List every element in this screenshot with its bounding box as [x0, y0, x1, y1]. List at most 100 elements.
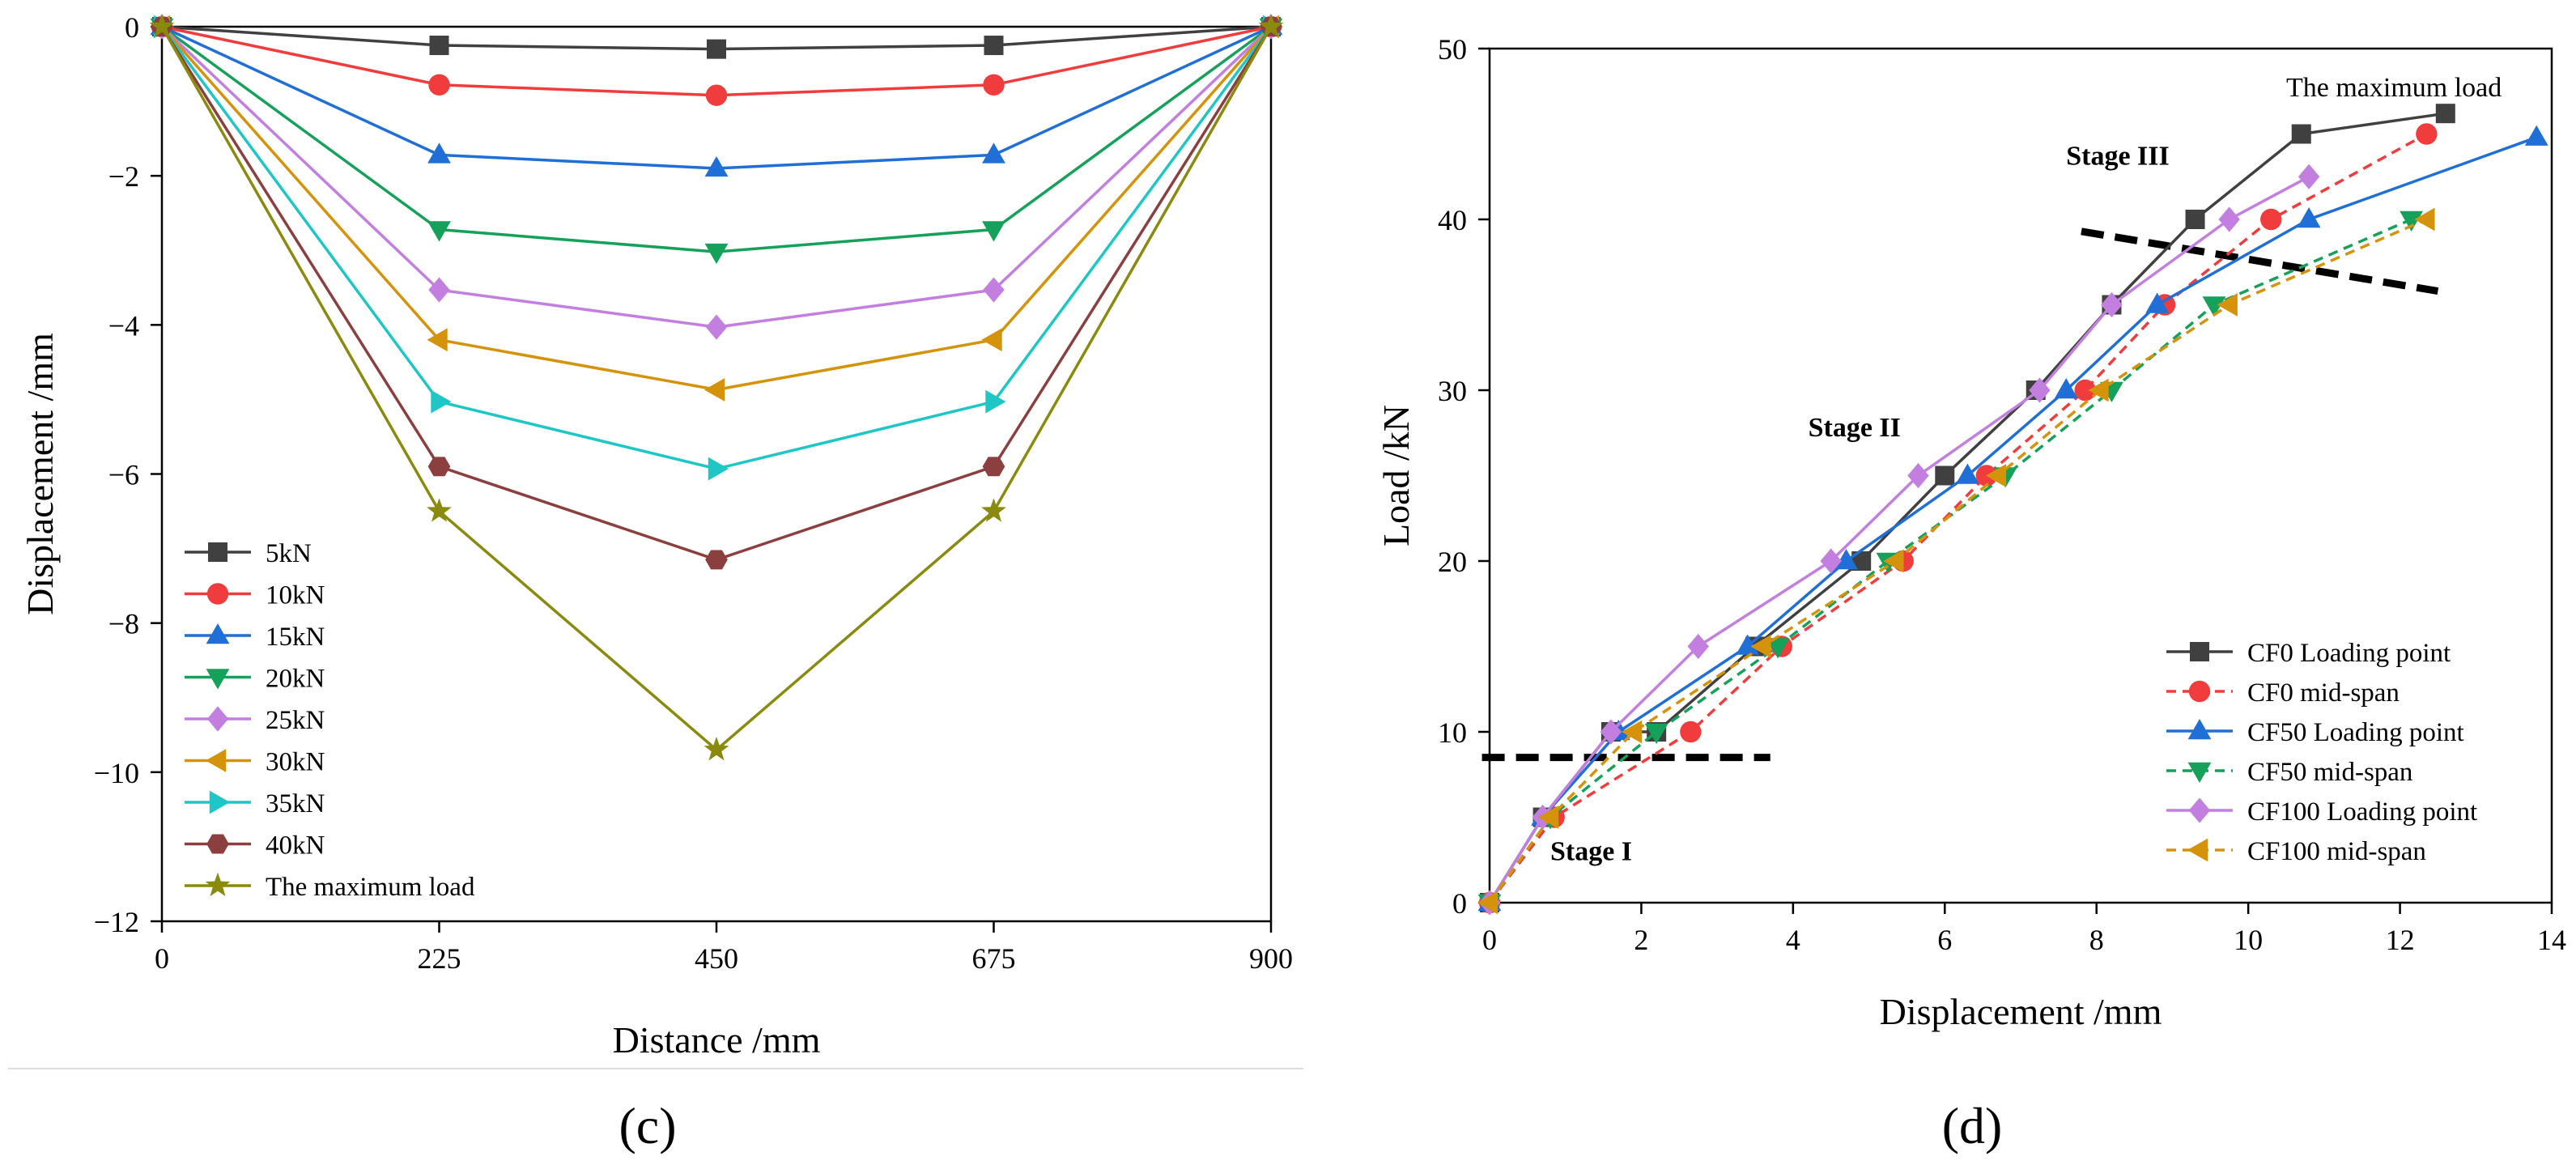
chart-d-ytick-label: 50	[1438, 33, 1467, 66]
legend-marker-cf0-mid-span	[2188, 680, 2211, 703]
legend-label-cf50-loading-point: CF50 Loading point	[2247, 718, 2464, 747]
chart-c-point-30kn	[981, 328, 1002, 352]
chart-d-point-cf50-mid-span	[1766, 638, 1790, 659]
chart-c-point-15kn	[982, 142, 1005, 164]
chart-d-point-cf0-mid-span	[2074, 379, 2096, 402]
chart-c-xlabel: Distance /mm	[613, 1019, 821, 1061]
legend-label-cf0-loading-point: CF0 Loading point	[2247, 639, 2451, 668]
legend-marker-cf100-mid-span	[2187, 838, 2208, 862]
chart-c-point-35kn	[431, 389, 452, 414]
legend-label-10kn: 10kN	[266, 581, 325, 610]
chart-c-ytick-label: −8	[108, 608, 139, 640]
chart-d-point-cf50-loading-point	[2054, 378, 2078, 399]
legend-label-15kn: 15kN	[266, 623, 325, 652]
legend-marker-5kn	[208, 542, 227, 562]
chart-d-point-cf0-loading-point	[2291, 124, 2311, 144]
chart-d-xlabel: Displacement /mm	[1880, 991, 2162, 1032]
legend-label-30kn: 30kN	[266, 748, 325, 777]
chart-d-ytick-label: 0	[1452, 887, 1467, 920]
annotation-the-maximum-load: The maximum load	[2286, 73, 2502, 103]
chart-c-ytick-label: −6	[108, 459, 139, 491]
legend-marker-cf50-mid-span	[2187, 762, 2212, 783]
chart-d-point-cf100-loading-point	[1907, 462, 1929, 489]
chart-d-point-cf50-mid-span	[2400, 210, 2424, 232]
legend-label-cf0-mid-span: CF0 mid-span	[2247, 678, 2400, 708]
chart-c: 0 225 450 675 900 0 −2 −4 −6 −8 −10 −12 Distance /mm…	[19, 11, 1293, 1061]
chart-d-point-cf50-mid-span	[1644, 723, 1668, 744]
chart-d-ytick-label: 40	[1438, 204, 1467, 236]
panel-c-label: (c)	[618, 1097, 676, 1154]
chart-d-point-cf50-mid-span	[2202, 296, 2226, 317]
chart-d-point-cf50-loading-point	[2145, 292, 2170, 313]
legend-marker-10kn	[206, 583, 229, 605]
chart-d-point-cf100-mid-span	[1883, 549, 1904, 573]
chart-d-point-cf100-mid-span	[2414, 207, 2435, 232]
chart-c-point-35kn	[708, 457, 729, 481]
chart-d-ytick-label: 10	[1438, 716, 1467, 749]
chart-c-series-the-maximum-load	[149, 13, 1284, 761]
legend-marker-25kn	[206, 706, 229, 732]
chart-c-point-the-maximum-load	[149, 13, 175, 38]
stage-divider-line	[2081, 227, 2439, 295]
chart-d-point-cf0-loading-point	[2185, 210, 2205, 229]
chart-c-ytick-label: −2	[108, 160, 139, 193]
chart-d-series-cf100-mid-span	[1477, 207, 2435, 915]
legend-label-cf100-loading-point: CF100 Loading point	[2247, 797, 2477, 827]
chart-c-point-20kn	[982, 221, 1005, 242]
chart-c-ylabel: Displacement /mm	[19, 333, 61, 615]
chart-d-legend: CF0 Loading point CF0 mid-span CF50 Loadin…	[2166, 639, 2477, 866]
chart-c-point-the-maximum-load	[1258, 13, 1284, 38]
chart-d-point-cf50-loading-point	[2297, 207, 2321, 228]
chart-d-point-cf100-loading-point	[1687, 633, 1709, 660]
chart-c-xtick-label: 0	[155, 942, 169, 975]
legend-marker-40kn	[206, 834, 229, 854]
legend-marker-the-maximum-load	[205, 872, 231, 897]
chart-c-ytick-label: 0	[125, 11, 139, 44]
legend-marker-35kn	[209, 790, 230, 814]
chart-c-point-5kn	[429, 36, 449, 56]
chart-d-point-cf0-mid-span	[2260, 208, 2282, 231]
chart-d: 0 2 4 6 8 10 12 14 0 10 20 30 40 50 Displacement /mm Lo…	[1375, 33, 2566, 1032]
chart-d-point-cf100-loading-point	[2298, 164, 2320, 189]
chart-c-xtick-label: 900	[1249, 942, 1293, 975]
panel-d-label: (d)	[1942, 1097, 2003, 1154]
chart-d-point-cf100-mid-span	[1750, 635, 1771, 658]
chart-d-point-cf0-mid-span	[2416, 123, 2438, 145]
chart-d-point-cf100-mid-span	[1477, 891, 1498, 915]
chart-c-point-25kn	[983, 277, 1005, 303]
legend-marker-30kn	[206, 749, 227, 772]
chart-d-xtick-label: 14	[2537, 924, 2566, 956]
chart-d-point-cf100-mid-span	[2088, 378, 2109, 402]
chart-d-point-cf0-loading-point	[1935, 465, 1955, 486]
chart-d-line-cf50-loading-point	[1488, 136, 2537, 903]
chart-c-point-the-maximum-load	[704, 737, 729, 761]
legend-label-25kn: 25kN	[266, 706, 325, 735]
chart-d-xtick-label: 6	[1937, 924, 1952, 956]
chart-c-point-40kn	[982, 457, 1005, 477]
chart-d-plot-frame	[1488, 47, 2553, 904]
chart-c-point-40kn	[705, 550, 728, 570]
chart-d-point-cf50-loading-point	[1834, 549, 1858, 570]
chart-d-ytick-label: 20	[1438, 546, 1467, 578]
legend-label-35kn: 35kN	[266, 789, 325, 818]
legend-label-the-maximum-load: The maximum load	[266, 873, 475, 902]
chart-d-xtick-label: 2	[1634, 924, 1648, 956]
chart-d-line-cf50-mid-span	[1488, 218, 2412, 904]
legend-marker-20kn	[206, 669, 230, 690]
chart-d-point-cf100-loading-point	[1820, 548, 1842, 574]
chart-d-xtick-label: 10	[2234, 924, 2263, 956]
chart-c-point-10kn	[705, 84, 728, 106]
chart-d-point-cf50-loading-point	[2524, 125, 2548, 146]
chart-d-point-cf100-loading-point	[2218, 206, 2240, 232]
annotation-stage-iii: Stage III	[2066, 141, 2170, 171]
chart-c-legend: 5kN 10kN 15kN 20kN 25kN 30kN 35kN 40kN The maxim…	[185, 539, 475, 902]
chart-d-ytick-label: 30	[1438, 375, 1467, 407]
chart-d-point-cf100-mid-span	[1985, 464, 2007, 487]
chart-c-ytick-label: −4	[108, 309, 139, 342]
chart-d-xtick-label: 12	[2386, 924, 2415, 956]
chart-d-line-cf100-loading-point	[1488, 175, 2310, 903]
legend-marker-cf0-loading-point	[2190, 642, 2209, 661]
annotation-stage-i: Stage I	[1550, 836, 1632, 866]
